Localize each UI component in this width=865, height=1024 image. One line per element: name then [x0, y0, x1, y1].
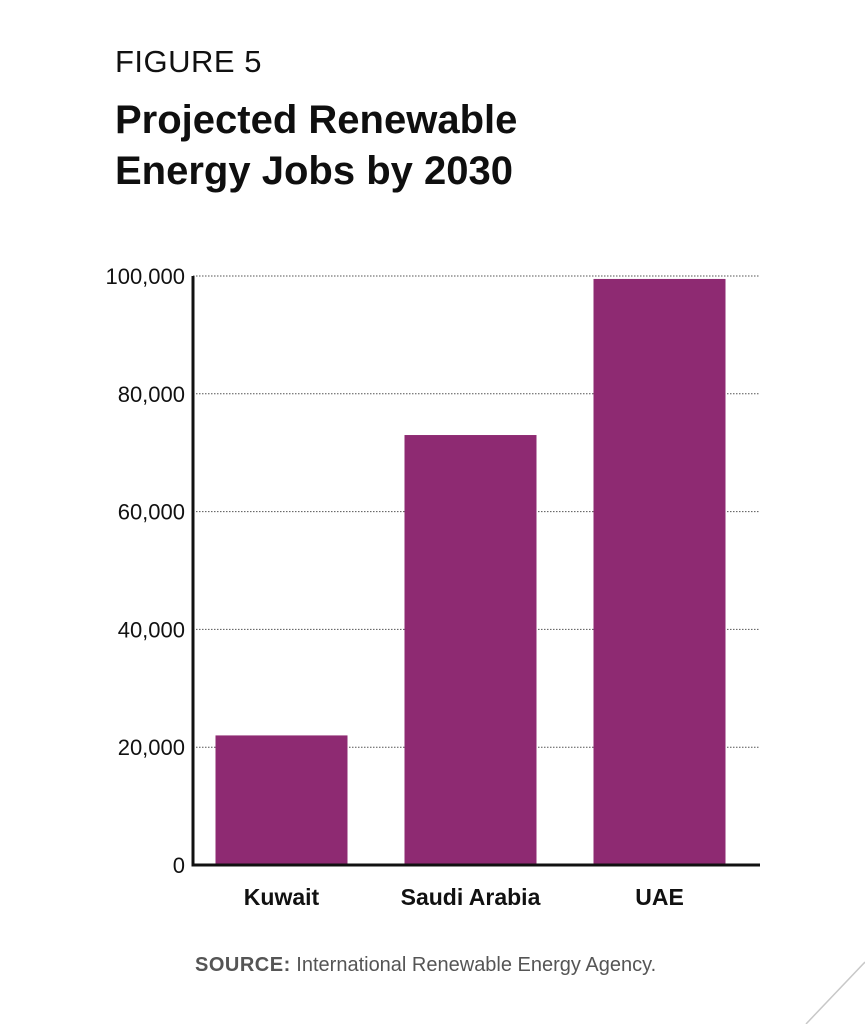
- chart-title-line-2: Energy Jobs by 2030: [115, 149, 513, 193]
- x-tick-label: Saudi Arabia: [401, 884, 541, 910]
- bar-kuwait: [215, 735, 348, 865]
- y-tick-labels: 0 20,000 40,000 60,000 80,000 100,000: [105, 264, 185, 878]
- x-tick-label: UAE: [635, 884, 684, 910]
- y-tick-label: 100,000: [105, 264, 185, 289]
- bars: [215, 278, 726, 865]
- source-text: International Renewable Energy Agency.: [296, 954, 657, 976]
- y-tick-label: 80,000: [118, 382, 185, 407]
- chart-title-line-1: Projected Renewable: [115, 98, 518, 142]
- source-label: SOURCE:: [195, 954, 291, 976]
- x-tick-label: Kuwait: [244, 884, 320, 910]
- source-note: SOURCE: International Renewable Energy A…: [195, 952, 656, 978]
- figure-number: FIGURE 5: [115, 44, 262, 79]
- chart-title: Projected Renewable Energy Jobs by 2030: [115, 95, 755, 197]
- y-tick-label: 60,000: [118, 500, 185, 525]
- bar-uae: [593, 278, 726, 865]
- axes: [191, 276, 760, 867]
- bar-chart: 0 20,000 40,000 60,000 80,000 100,000 Kuwait S…: [105, 264, 760, 910]
- bar-saudi-arabia: [404, 435, 537, 865]
- y-tick-label: 40,000: [118, 617, 185, 642]
- y-tick-label: 0: [173, 853, 185, 878]
- x-tick-labels: Kuwait Saudi Arabia UAE: [244, 884, 684, 910]
- y-tick-label: 20,000: [118, 735, 185, 760]
